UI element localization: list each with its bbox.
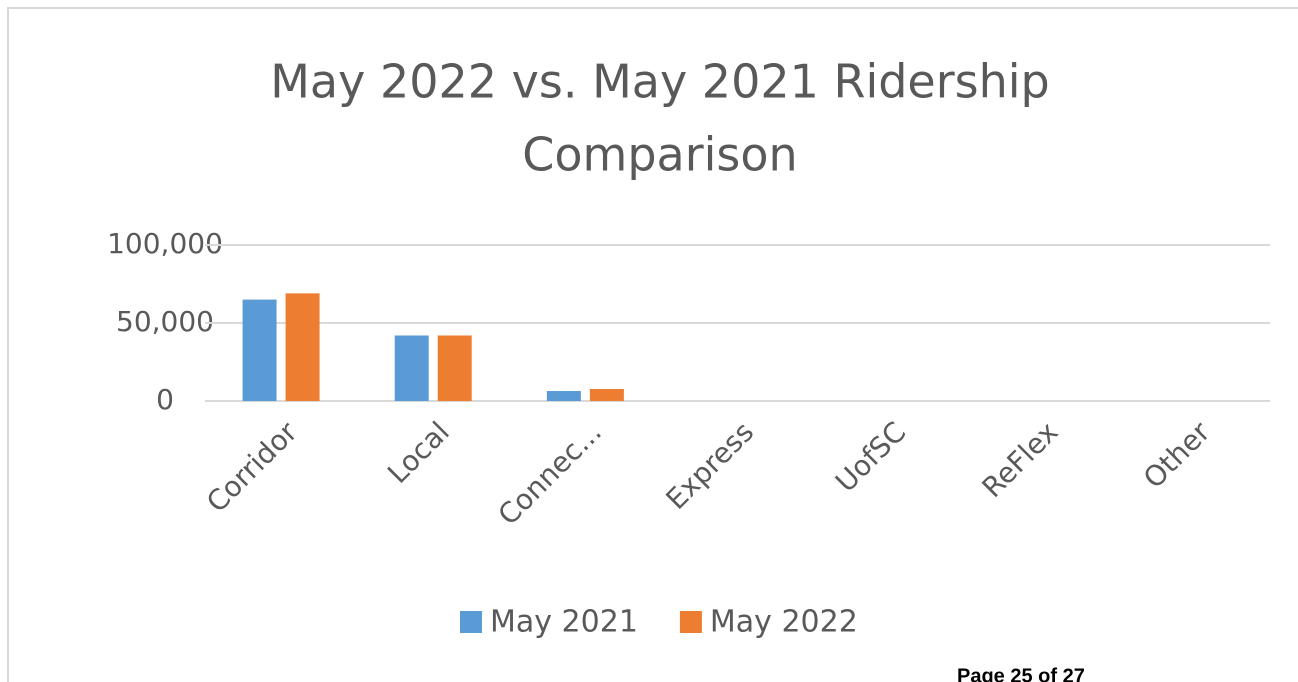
bar bbox=[242, 299, 277, 401]
legend-swatch bbox=[460, 611, 482, 633]
y-tick-label: 100,000 bbox=[107, 227, 223, 260]
bar bbox=[394, 335, 429, 401]
bar bbox=[589, 388, 624, 401]
bar bbox=[285, 293, 320, 401]
legend-swatch bbox=[679, 611, 702, 633]
bar bbox=[437, 335, 472, 401]
legend-label: May 2022 bbox=[710, 605, 858, 640]
legend-label: May 2021 bbox=[490, 605, 638, 640]
bar bbox=[546, 391, 581, 401]
y-tick-label: 0 bbox=[156, 383, 174, 416]
chart-title: May 2022 vs. May 2021 Ridership bbox=[270, 55, 1050, 109]
chart-title: Comparison bbox=[522, 128, 797, 182]
page-footer: Page 25 of 27 bbox=[957, 665, 1085, 682]
chart-frame bbox=[7, 7, 1298, 682]
y-tick-label: 50,000 bbox=[116, 305, 214, 338]
